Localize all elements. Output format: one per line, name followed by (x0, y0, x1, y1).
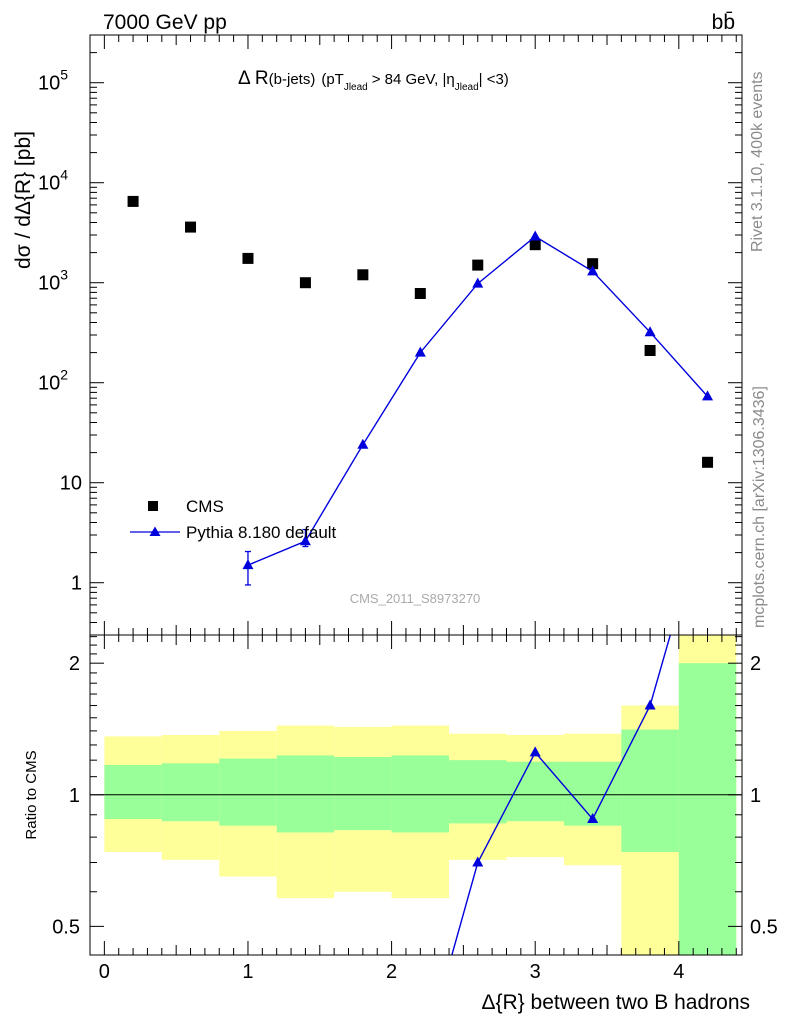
ratio-inner-band-bin (678, 663, 737, 955)
legend: CMS Pythia 8.180 default (130, 497, 337, 542)
process-label: bb̄ (712, 11, 735, 34)
cms-data-point (242, 252, 254, 264)
main-y-tick-label: 105 (38, 67, 68, 95)
cms-data-point (414, 288, 426, 300)
analysis-watermark: CMS_2011_S8973270 (350, 591, 481, 606)
title-tail: | <3) (479, 71, 509, 88)
pythia-data-point (644, 326, 656, 337)
ratio-inner-band-bin (219, 758, 277, 826)
pythia-data-point (702, 390, 714, 401)
x-tick-label: 0 (99, 961, 110, 983)
ratio-inner-band-bin (449, 760, 507, 824)
pythia-data-point (529, 230, 541, 241)
ratio-y-tick-label: 0.5 (52, 916, 80, 938)
pythia-data-point (414, 346, 426, 357)
cms-data-point (644, 344, 656, 356)
cms-data-point (587, 258, 599, 270)
x-tick-label: 1 (242, 961, 253, 983)
ratio-pythia-point (472, 856, 484, 867)
pythia-data-point (242, 559, 254, 570)
cms-data-point (472, 259, 484, 271)
ratio-plot-area (90, 635, 742, 955)
cms-data-point (702, 456, 714, 468)
title-cut: > 84 GeV, |η (372, 71, 455, 88)
ratio-inner-band-bin (391, 755, 450, 833)
ratio-y-tick-label-right: 2 (750, 653, 761, 675)
cms-data-point (127, 195, 139, 207)
title-delta: Δ R (238, 68, 269, 89)
ratio-y-tick-label: 2 (69, 653, 80, 675)
cms-data-point (357, 269, 369, 281)
title-bjets: (b-jets) (269, 71, 316, 88)
pythia-data-point (587, 265, 599, 276)
main-plot-frame (89, 34, 743, 636)
legend-cms-label: CMS (186, 497, 224, 516)
energy-label: 7000 GeV pp (103, 11, 227, 34)
rivet-version-label: Rivet 3.1.10, 400k events (749, 71, 766, 252)
ratio-pythia-point (529, 746, 541, 757)
pythia-data-point (472, 277, 484, 288)
legend-cms-marker (148, 501, 158, 511)
ratio-pythia-point (644, 699, 656, 710)
ratio-inner-band-bin (506, 761, 564, 822)
main-plot-title: Δ R(b-jets) (pTJlead > 84 GeV, |ηJlead| <3… (238, 68, 509, 93)
title-pt: (pT (321, 71, 344, 88)
ratio-inner-band-bin (276, 755, 335, 833)
legend-pythia-marker (149, 526, 161, 536)
ratio-y-tick-label-right: 0.5 (750, 916, 778, 938)
x-axis-label: Δ{R} between two B hadrons (481, 991, 750, 1014)
ratio-inner-band-bin (621, 729, 679, 852)
main-y-axis-label: dσ / dΔ{R} [pb] (12, 131, 35, 269)
main-y-tick-label: 1 (71, 573, 82, 595)
x-tick-label: 2 (386, 961, 397, 983)
pythia-data-point (299, 535, 311, 546)
main-y-tick-label: 10 (60, 473, 82, 495)
main-y-tick-label: 102 (38, 367, 68, 395)
main-plot-area (127, 195, 714, 586)
ratio-pythia-line (451, 635, 672, 955)
ratio-pythia-point (587, 813, 599, 824)
x-tick-label: 4 (673, 961, 684, 983)
ratio-y-axis-label: Ratio to CMS (23, 750, 40, 839)
ratio-y-tick-label: 1 (69, 785, 80, 807)
axes: 1 10 102 103 104 105 0 1 2 3 4 0.5 0.5 1 1 2 2 (38, 34, 778, 983)
ratio-inner-band-bin (104, 764, 162, 820)
ratio-y-tick-label-right: 1 (750, 785, 761, 807)
ratio-inner-band-bin (161, 763, 220, 822)
cms-data-point (185, 221, 197, 233)
cms-data-point (529, 239, 541, 251)
pythia-data-point (357, 438, 369, 449)
main-y-tick-label: 104 (38, 167, 68, 195)
title-jlead-2: Jlead (455, 82, 479, 93)
cms-data-point (299, 277, 311, 289)
ratio-inner-band-bin (334, 757, 392, 831)
legend-pythia-label: Pythia 8.180 default (186, 523, 337, 542)
main-y-tick-label: 103 (38, 267, 68, 295)
x-tick-label: 3 (530, 961, 541, 983)
mcplots-label: mcplots.cern.ch [arXiv:1306.3436] (751, 386, 768, 628)
title-jlead-1: Jlead (344, 82, 368, 93)
